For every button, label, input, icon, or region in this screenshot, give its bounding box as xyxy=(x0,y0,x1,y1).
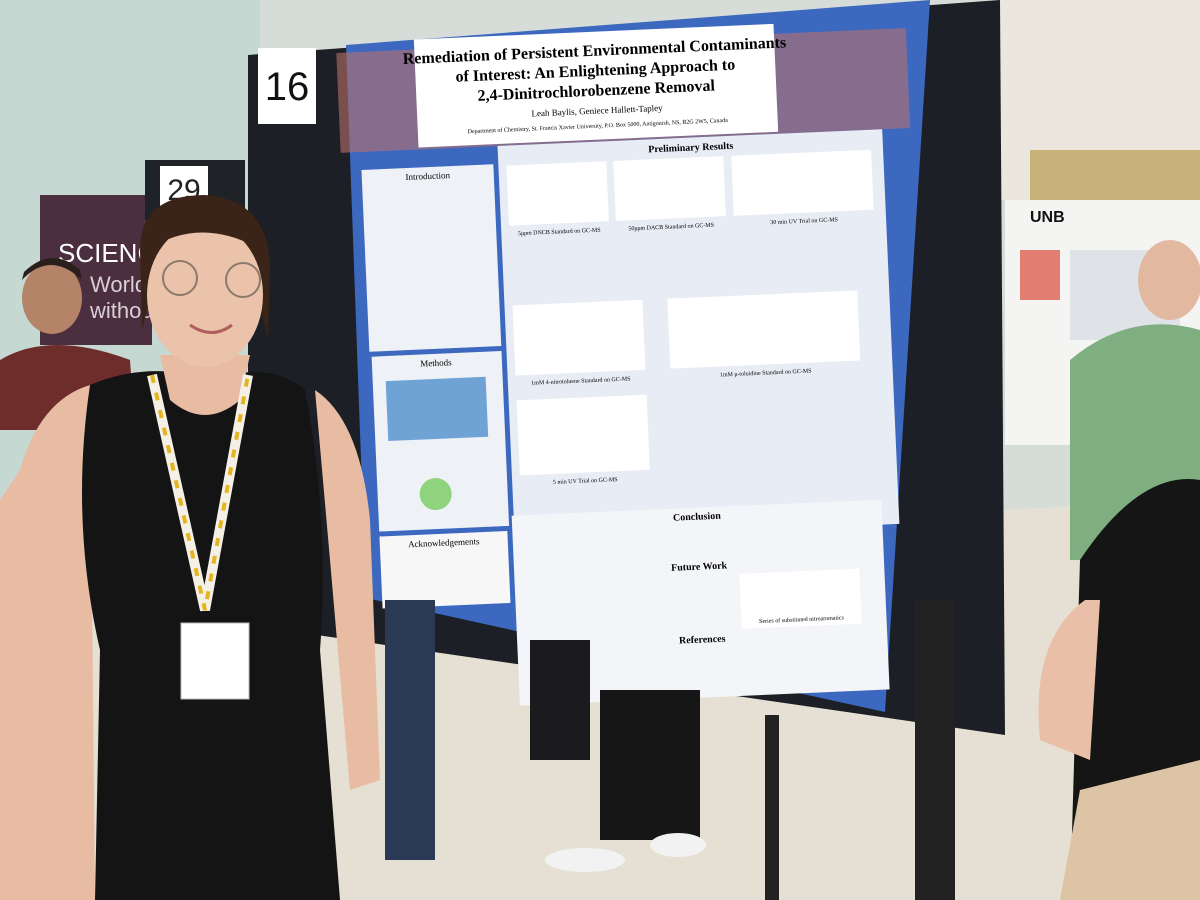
booth-number: 16 xyxy=(265,65,310,109)
section-heading: Conclusion xyxy=(673,511,722,524)
person-head xyxy=(1138,240,1200,320)
methods-list xyxy=(385,376,489,442)
caption: 50ppm DACB Standard on GC-MS xyxy=(628,223,714,233)
section-heading: References xyxy=(679,634,726,647)
person xyxy=(22,262,82,334)
figure xyxy=(1020,250,1060,300)
panel xyxy=(511,499,890,706)
legs xyxy=(385,600,435,860)
window xyxy=(1030,150,1200,200)
caption: 30 min UV Trial on GC-MS xyxy=(770,217,838,226)
section-heading: Introduction xyxy=(405,170,450,182)
shoe xyxy=(545,848,625,872)
section-heading: Preliminary Results xyxy=(648,141,734,156)
chromatogram xyxy=(667,290,861,369)
smile xyxy=(189,323,233,334)
caption: Series of substituted nitroaromatics xyxy=(759,614,845,625)
shoe xyxy=(650,833,706,857)
figure xyxy=(419,478,452,511)
chromatogram xyxy=(506,161,609,226)
arm xyxy=(0,385,95,900)
board-leg xyxy=(765,715,779,900)
banner-line: World xyxy=(90,272,147,297)
glasses xyxy=(225,262,261,298)
chromatogram xyxy=(731,149,874,216)
hair xyxy=(148,214,262,250)
caption: 1mM 4-nitrotoluene Standard on GC-MS xyxy=(531,376,630,386)
section-heading: Methods xyxy=(420,357,452,368)
panel xyxy=(379,530,511,609)
legs xyxy=(600,690,700,840)
structures xyxy=(739,568,862,629)
hair xyxy=(22,257,82,280)
caption: 5 min UV Trial on GC-MS xyxy=(553,477,618,486)
legs xyxy=(530,640,590,760)
caption: 1mM p-toluidine Standard on GC-MS xyxy=(720,369,812,379)
neck xyxy=(160,355,250,415)
section-heading: Acknowledgements xyxy=(408,536,480,549)
face xyxy=(147,223,263,367)
person-pants xyxy=(1060,760,1200,900)
logo: UNB xyxy=(1030,209,1065,226)
caption: 5ppm DNCB Standard on GC-MS xyxy=(518,228,601,238)
lanyard xyxy=(150,374,250,611)
booth-sign xyxy=(258,48,316,124)
section-heading: Future Work xyxy=(671,560,728,573)
badge xyxy=(180,622,250,700)
chromatogram xyxy=(516,394,650,476)
panel xyxy=(361,164,502,352)
chromatogram xyxy=(512,299,646,376)
board-leg xyxy=(915,600,955,900)
glasses xyxy=(162,260,198,296)
poster-content: Remediation of Persistent Environmental … xyxy=(336,23,911,706)
chromatogram xyxy=(613,156,726,221)
title-box xyxy=(413,23,779,148)
arm xyxy=(315,390,380,790)
person-arm xyxy=(1038,600,1100,760)
